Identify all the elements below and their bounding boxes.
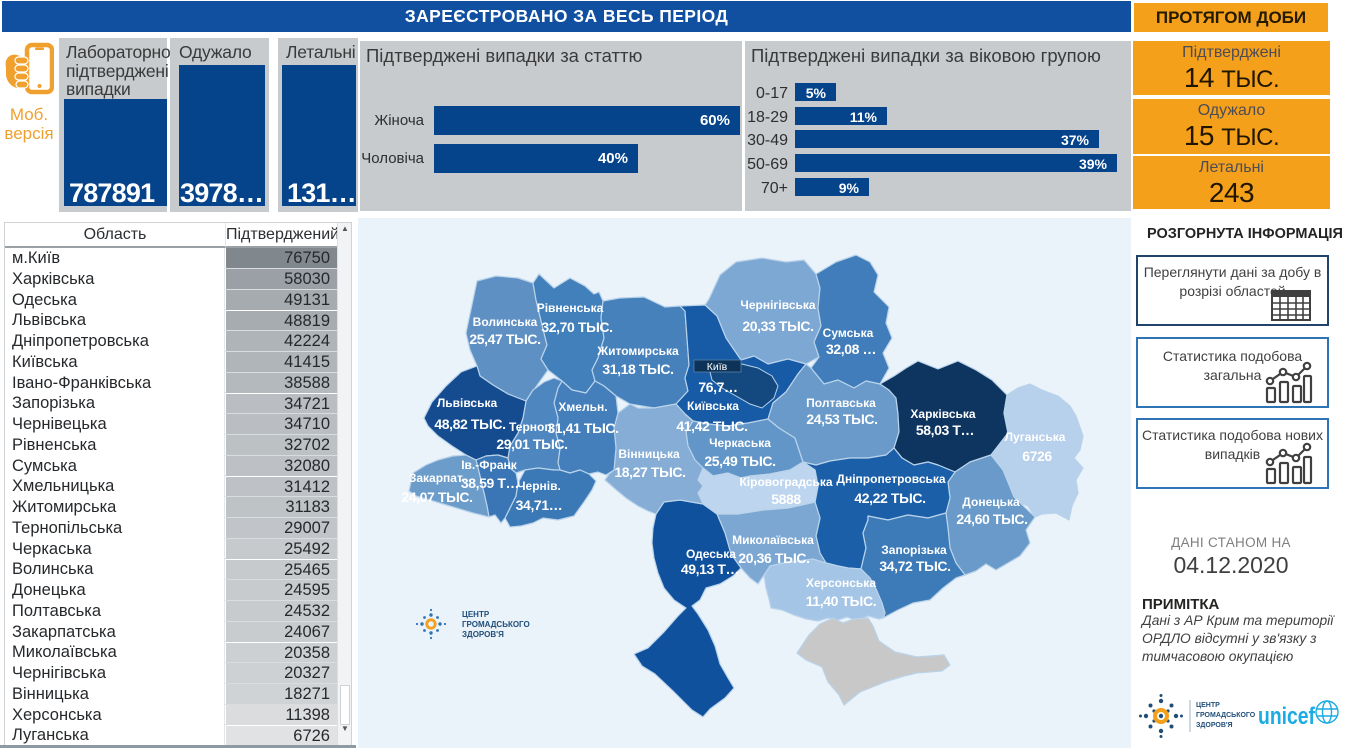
svg-text:49,13 Т…: 49,13 Т…	[681, 561, 739, 577]
svg-text:Дніпропетровська: Дніпропетровська	[836, 472, 945, 486]
svg-text:Кіровоградська: Кіровоградська	[739, 475, 832, 489]
svg-text:Терноп.: Терноп.	[509, 420, 555, 434]
svg-text:48,82 ТЫС.: 48,82 ТЫС.	[434, 416, 505, 432]
svg-text:20,33 ТЫС.: 20,33 ТЫС.	[742, 318, 813, 334]
svg-text:ЗДОРОВ'Я: ЗДОРОВ'Я	[1196, 722, 1233, 729]
svg-text:Львівська: Львівська	[437, 396, 498, 410]
svg-text:32,70 ТЫС.: 32,70 ТЫС.	[541, 319, 612, 335]
svg-text:unicef: unicef	[1258, 703, 1316, 730]
svg-text:Миколаївська: Миколаївська	[732, 533, 814, 547]
svg-text:Харківська: Харківська	[910, 407, 975, 421]
svg-text:31,18 ТЫС.: 31,18 ТЫС.	[602, 361, 673, 377]
svg-text:Закарпат.: Закарпат.	[409, 471, 465, 485]
svg-text:Херсонська: Херсонська	[806, 576, 876, 590]
svg-text:25,49 ТЫС.: 25,49 ТЫС.	[704, 453, 775, 469]
svg-text:Одеська: Одеська	[686, 547, 736, 561]
svg-text:Запорізька: Запорізька	[881, 543, 947, 557]
svg-text:41,42 ТЫС.: 41,42 ТЫС.	[676, 418, 747, 434]
svg-text:24,60 ТЫС.: 24,60 ТЫС.	[956, 511, 1027, 527]
svg-text:29,01 ТЫС.: 29,01 ТЫС.	[496, 436, 567, 452]
svg-text:ГРОМАДСЬКОГО: ГРОМАДСЬКОГО	[1196, 712, 1256, 719]
svg-text:Вінницька: Вінницька	[618, 447, 680, 461]
svg-text:32,08 …: 32,08 …	[826, 341, 876, 357]
svg-text:Київська: Київська	[687, 399, 739, 413]
svg-text:Черкаська: Черкаська	[709, 436, 771, 450]
svg-text:20,36 ТЫС.: 20,36 ТЫС.	[738, 550, 809, 566]
svg-text:ЦЕНТР: ЦЕНТР	[462, 610, 490, 619]
svg-text:Донецька: Донецька	[962, 495, 1020, 509]
svg-text:34,72 ТЫС.: 34,72 ТЫС.	[879, 558, 950, 574]
svg-text:11,40 ТЫС.: 11,40 ТЫС.	[806, 593, 876, 609]
svg-text:58,03 Т…: 58,03 Т…	[916, 422, 974, 438]
svg-text:Хмельн.: Хмельн.	[558, 400, 607, 414]
svg-text:25,47 ТЫС.: 25,47 ТЫС.	[469, 331, 540, 347]
svg-text:24,07 ТЫС.: 24,07 ТЫС.	[401, 489, 472, 505]
svg-text:76,7…: 76,7…	[698, 379, 737, 395]
svg-text:42,22 ТЫС.: 42,22 ТЫС.	[854, 490, 925, 506]
svg-text:ЗДОРОВ'Я: ЗДОРОВ'Я	[462, 630, 504, 639]
svg-text:Рівненська: Рівненська	[537, 301, 604, 315]
svg-text:24,53 ТЫС.: 24,53 ТЫС.	[806, 411, 877, 427]
svg-text:6726: 6726	[1022, 448, 1052, 464]
svg-text:Житомирська: Житомирська	[596, 344, 679, 358]
svg-text:ГРОМАДСЬКОГО: ГРОМАДСЬКОГО	[462, 620, 530, 629]
svg-text:Волинська: Волинська	[473, 315, 538, 329]
svg-text:34,71…: 34,71…	[516, 497, 563, 513]
svg-text:Київ: Київ	[707, 361, 728, 373]
svg-text:Чернів.: Чернів.	[517, 479, 561, 493]
svg-text:38,59 Т…: 38,59 Т…	[461, 475, 519, 491]
svg-text:Ів.-Франк: Ів.-Франк	[461, 458, 518, 472]
svg-text:ЦЕНТР: ЦЕНТР	[1196, 702, 1220, 709]
svg-text:5888: 5888	[771, 491, 801, 507]
svg-text:Сумська: Сумська	[823, 326, 874, 340]
svg-text:Луганська: Луганська	[1005, 430, 1066, 444]
svg-text:31,41 ТЫС.: 31,41 ТЫС.	[547, 420, 618, 436]
svg-text:18,27 ТЫС.: 18,27 ТЫС.	[614, 464, 685, 480]
svg-text:Чернігівська: Чернігівська	[740, 298, 815, 312]
svg-text:Полтавська: Полтавська	[806, 396, 876, 410]
